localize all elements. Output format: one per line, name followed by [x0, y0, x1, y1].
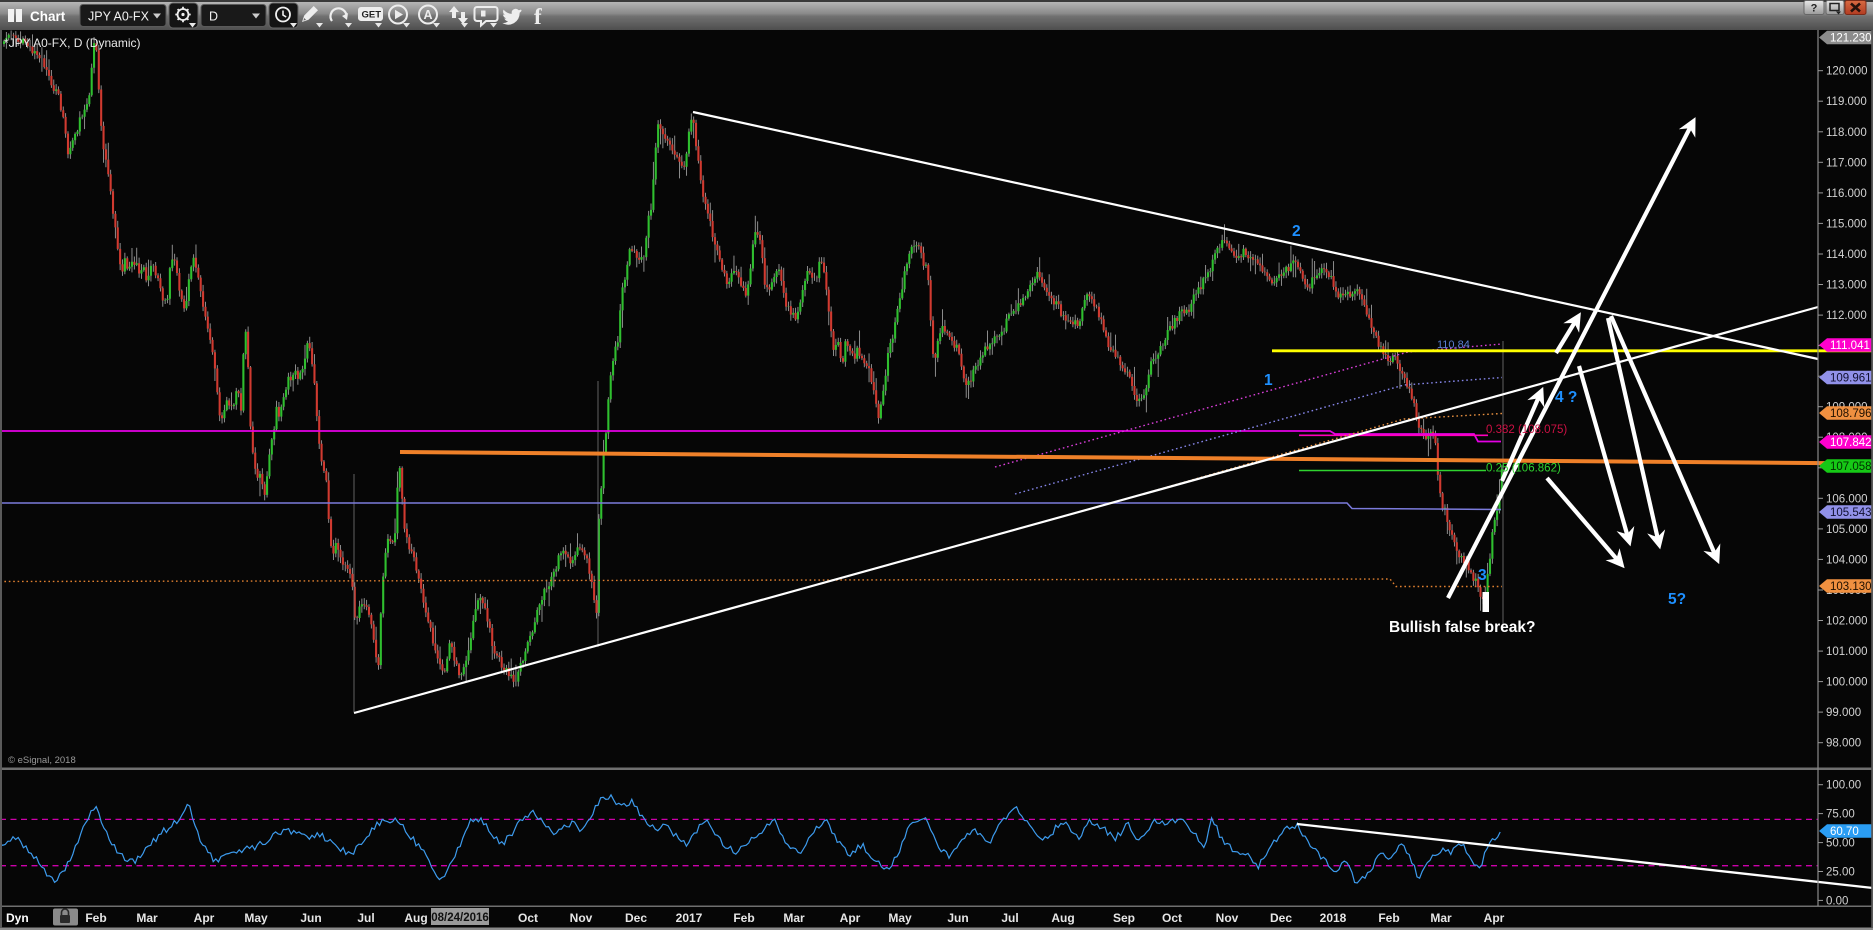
svg-text:99.000: 99.000 [1826, 707, 1861, 719]
svg-text:106.000: 106.000 [1826, 493, 1868, 505]
svg-text:1: 1 [1264, 372, 1273, 389]
svg-text:103.130: 103.130 [1830, 581, 1872, 593]
svg-text:Aug: Aug [1051, 911, 1074, 925]
svg-text:0.25 (106.862): 0.25 (106.862) [1486, 463, 1561, 475]
svg-text:Jun: Jun [947, 911, 968, 925]
svg-text:75.00: 75.00 [1826, 809, 1855, 821]
svg-text:102.000: 102.000 [1826, 616, 1868, 628]
svg-text:Feb: Feb [733, 911, 754, 925]
svg-text:119.000: 119.000 [1826, 96, 1867, 108]
svg-text:JPY A0-FX: JPY A0-FX [88, 10, 150, 24]
svg-text:Sep: Sep [1113, 911, 1135, 925]
svg-text:113.000: 113.000 [1826, 280, 1867, 292]
svg-text:104.000: 104.000 [1826, 554, 1868, 566]
svg-text:110,84: 110,84 [1437, 339, 1470, 351]
svg-text:Jun: Jun [300, 911, 321, 925]
svg-text:A: A [423, 8, 432, 22]
svg-text:Apr: Apr [840, 911, 861, 925]
svg-text:107.058: 107.058 [1830, 461, 1872, 473]
svg-text:May: May [888, 911, 912, 925]
svg-text:© eSignal, 2018: © eSignal, 2018 [8, 755, 76, 766]
svg-text:Apr: Apr [1484, 911, 1505, 925]
svg-text:107.842: 107.842 [1830, 437, 1872, 449]
svg-text:Nov: Nov [1216, 911, 1239, 925]
svg-text:2018: 2018 [1320, 911, 1347, 925]
svg-text:25.00: 25.00 [1826, 867, 1855, 879]
svg-text:111.041: 111.041 [1830, 340, 1870, 352]
svg-text:121.230: 121.230 [1830, 33, 1872, 45]
svg-text:4 ?: 4 ? [1555, 389, 1577, 406]
svg-text:112.000: 112.000 [1826, 310, 1867, 322]
svg-text:Jul: Jul [357, 911, 374, 925]
svg-text:Aug: Aug [404, 911, 427, 925]
svg-text:Jul: Jul [1001, 911, 1018, 925]
svg-text:Nov: Nov [570, 911, 593, 925]
svg-text:Mar: Mar [1430, 911, 1452, 925]
svg-text:105.000: 105.000 [1826, 524, 1868, 536]
svg-text:109.961: 109.961 [1830, 373, 1872, 385]
svg-text:Dyn: Dyn [6, 911, 29, 925]
svg-text:108.796: 108.796 [1830, 408, 1872, 420]
svg-text:?: ? [1811, 3, 1818, 15]
svg-text:114.000: 114.000 [1826, 249, 1867, 261]
svg-text:105.543: 105.543 [1830, 507, 1872, 519]
svg-text:0.382 (108.075): 0.382 (108.075) [1486, 424, 1567, 436]
svg-text:Oct: Oct [1162, 911, 1182, 925]
svg-text:115.000: 115.000 [1826, 218, 1867, 230]
svg-text:Feb: Feb [1378, 911, 1399, 925]
svg-text:98.000: 98.000 [1826, 738, 1861, 750]
svg-text:2: 2 [1292, 223, 1301, 240]
svg-text:08/24/2016: 08/24/2016 [431, 912, 489, 924]
svg-text:GET: GET [362, 10, 382, 21]
svg-text:Chart: Chart [30, 9, 66, 24]
svg-text:60.70: 60.70 [1830, 826, 1859, 838]
svg-text:Dec: Dec [625, 911, 647, 925]
svg-text:3: 3 [1478, 567, 1487, 584]
svg-text:100.00: 100.00 [1826, 780, 1861, 792]
svg-text:116.000: 116.000 [1826, 188, 1867, 200]
svg-text:Oct: Oct [518, 911, 538, 925]
svg-text:Feb: Feb [85, 911, 106, 925]
svg-text:100.000: 100.000 [1826, 677, 1868, 689]
svg-text:Bullish false break?: Bullish false break? [1389, 619, 1535, 636]
svg-text:118.000: 118.000 [1826, 127, 1867, 139]
svg-text:2017: 2017 [676, 911, 703, 925]
svg-text:May: May [244, 911, 268, 925]
svg-text:101.000: 101.000 [1826, 646, 1868, 658]
svg-text:*JPY A0-FX, D (Dynamic): *JPY A0-FX, D (Dynamic) [4, 36, 140, 50]
svg-text:5?: 5? [1668, 591, 1686, 608]
svg-text:f: f [534, 4, 542, 29]
svg-text:50.00: 50.00 [1826, 838, 1855, 850]
svg-text:120.000: 120.000 [1826, 66, 1868, 78]
svg-text:Apr: Apr [194, 911, 215, 925]
svg-text:117.000: 117.000 [1826, 157, 1867, 169]
svg-text:D: D [209, 10, 218, 24]
svg-text:Mar: Mar [783, 911, 805, 925]
svg-text:0.00: 0.00 [1826, 895, 1848, 907]
svg-text:Mar: Mar [136, 911, 158, 925]
svg-text:Dec: Dec [1270, 911, 1292, 925]
